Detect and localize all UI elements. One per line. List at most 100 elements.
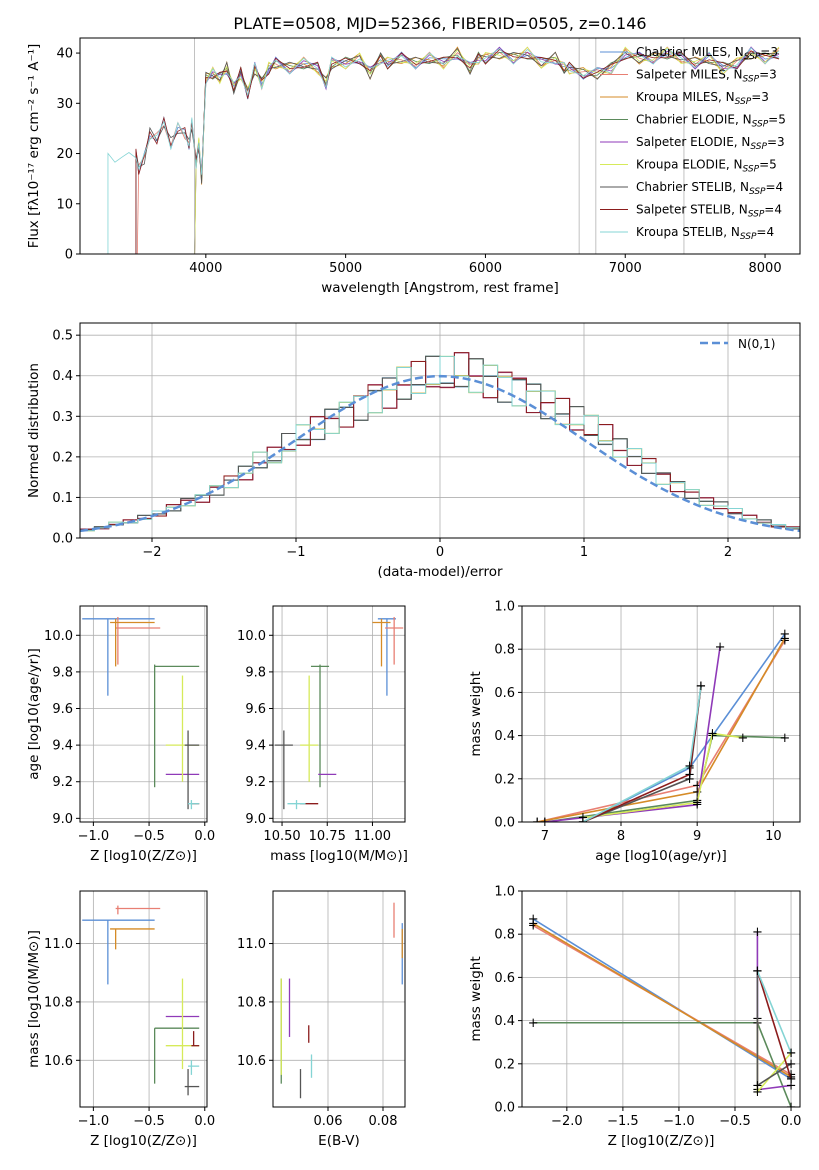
plot-area <box>82 905 200 1096</box>
legend-entry: Kroupa MILES, NSSP=3 <box>636 90 769 107</box>
y-tick-label: 0.1 <box>52 491 73 506</box>
x-tick-label: −2 <box>142 545 161 560</box>
weight-marker: + <box>577 815 588 830</box>
legend-entry: Chabrier MILES, NSSP=3 <box>636 45 778 62</box>
axes-frame <box>272 605 406 823</box>
y-tick-label: 0.6 <box>494 686 515 701</box>
weight-line <box>756 970 792 1080</box>
x-tick-label: 10.50 <box>263 829 300 844</box>
weight-marker: + <box>692 778 703 793</box>
y-axis-label: Normed distribution <box>26 363 42 498</box>
weight-marker: + <box>684 767 695 782</box>
panels: 4000 5000 6000 7000 8000010203040wavelength … <box>26 37 802 1149</box>
panel-age-vs-Z: −1.0 −0.5 0.0 9.0 9.2 9.4 9.6 9.8 10.0 Z [log10(Z… <box>26 605 215 864</box>
weight-marker: + <box>779 627 790 642</box>
x-axis-label: mass [log10(M/M⊙)] <box>270 848 408 864</box>
y-axis-label: Flux [fλ10⁻¹⁷ erg cm⁻² s⁻¹ A⁻¹] <box>26 44 42 249</box>
x-tick-label: 0.06 <box>314 1114 343 1129</box>
weight-marker: + <box>786 1078 797 1093</box>
x-tick-label: 7 <box>541 829 549 844</box>
weight-marker: + <box>752 1078 763 1093</box>
y-tick-label: 9.2 <box>245 775 266 790</box>
plot-area <box>82 616 200 810</box>
y-tick-label: 10.8 <box>44 995 73 1010</box>
y-tick-label: 0.5 <box>52 329 73 344</box>
weight-marker: + <box>528 1016 539 1031</box>
x-axis-label: (data-model)/error <box>377 564 503 580</box>
weight-marker: + <box>786 1072 797 1087</box>
y-tick-label: 11.0 <box>44 937 73 952</box>
weight-marker: + <box>752 964 763 979</box>
legend-entry: Salpeter STELIB, NSSP=4 <box>636 203 782 220</box>
weight-marker: + <box>539 815 550 830</box>
weight-marker: + <box>786 1068 797 1083</box>
y-tick-label: 9.8 <box>245 665 266 680</box>
x-tick-label: 0 <box>436 545 444 560</box>
x-axis-label: Z [log10(Z/Z⊙)] <box>608 1133 715 1149</box>
weight-marker: + <box>779 631 790 646</box>
x-axis-label: age [log10(age/yr)] <box>595 848 727 864</box>
axes-frame <box>272 890 406 1108</box>
weight-marker: + <box>707 726 718 741</box>
axes-frame <box>79 890 208 1108</box>
figure-title: PLATE=0508, MJD=52366, FIBERID=0505, z=0… <box>233 14 646 33</box>
plot-area <box>107 38 780 254</box>
y-tick-label: 10.8 <box>237 995 266 1010</box>
weight-marker: + <box>532 815 543 830</box>
y-tick-label: 0.4 <box>494 729 515 744</box>
weight-line <box>532 918 792 1080</box>
y-tick-label: 9.2 <box>52 775 73 790</box>
weight-marker: + <box>539 815 550 830</box>
x-axis-label: Z [log10(Z/Z⊙)] <box>90 1133 197 1149</box>
x-tick-label: 0.0 <box>194 829 215 844</box>
axes-frame <box>521 890 801 1108</box>
panel-mass-vs-EBV: 0.06 0.08 10.6 10.8 11.0 E(B-V) <box>237 890 406 1149</box>
x-tick-label: 10 <box>765 829 782 844</box>
x-tick-label: 6000 <box>469 261 502 276</box>
y-tick-label: 0.8 <box>494 928 515 943</box>
legend-entry: N(0,1) <box>738 337 775 351</box>
spectrum-line <box>194 46 780 254</box>
weight-marker: + <box>737 731 748 746</box>
legend-entry: Salpeter MILES, NSSP=3 <box>636 68 777 85</box>
plot-area: +++++++ ++++ +++++++++++ <box>528 912 797 1107</box>
weight-marker: + <box>577 815 588 830</box>
weight-marker: + <box>692 785 703 800</box>
x-tick-label: 1 <box>580 545 588 560</box>
y-tick-label: 0.4 <box>52 369 73 384</box>
x-tick-label: 10.75 <box>309 829 346 844</box>
x-tick-label: 0.0 <box>781 1114 802 1129</box>
weight-marker: + <box>692 798 703 813</box>
x-tick-label: 7000 <box>609 261 642 276</box>
weight-marker: + <box>532 815 543 830</box>
y-tick-label: 0.2 <box>494 1057 515 1072</box>
weight-marker: + <box>752 1085 763 1100</box>
weight-line <box>532 922 792 1078</box>
weight-marker: + <box>779 731 790 746</box>
y-tick-label: 1.0 <box>494 885 515 900</box>
weight-marker: + <box>684 772 695 787</box>
weight-marker: + <box>528 919 539 934</box>
panel-mass-vs-Z: −1.0 −0.5 0.0 10.6 10.8 11.0 Z [log10(Z/Z⊙)] ma… <box>26 890 215 1149</box>
y-tick-label: 10 <box>56 197 73 212</box>
histogram-step <box>80 355 800 538</box>
weight-marker: + <box>577 811 588 826</box>
y-tick-label: 9.0 <box>52 812 73 827</box>
legend-entry: Kroupa ELODIE, NSSP=5 <box>636 158 777 175</box>
y-tick-label: 11.0 <box>237 937 266 952</box>
weight-marker: + <box>786 1046 797 1061</box>
x-tick-label: 0.0 <box>194 1114 215 1129</box>
weight-marker: + <box>696 679 707 694</box>
axes-frame <box>79 605 208 823</box>
weight-marker: + <box>715 640 726 655</box>
weight-marker: + <box>528 912 539 927</box>
weight-marker: + <box>577 815 588 830</box>
plot-area: ++++++++++++ +++++++ ++++++++++ <box>532 627 790 830</box>
x-tick-label: −0.5 <box>133 829 165 844</box>
y-tick-label: 0 <box>65 248 73 263</box>
x-tick-label: 9 <box>693 829 701 844</box>
weight-marker: + <box>684 759 695 774</box>
y-tick-label: 9.4 <box>245 739 266 754</box>
y-tick-label: 10.0 <box>44 629 73 644</box>
